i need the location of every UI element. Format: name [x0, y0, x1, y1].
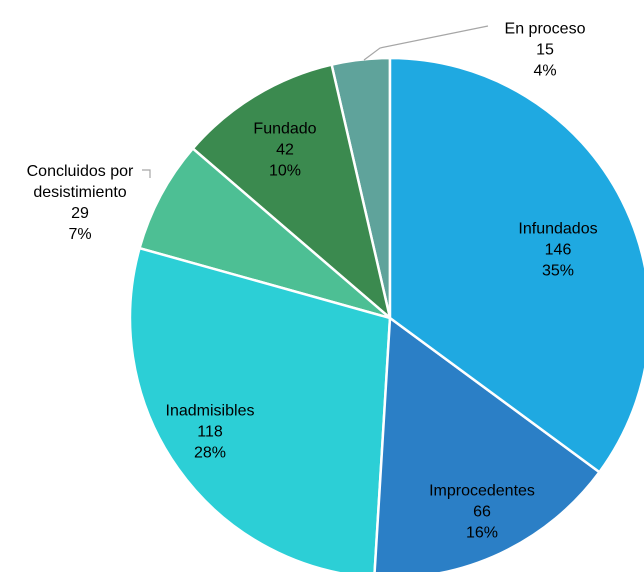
- slice-label: Improcedentes 66 16%: [429, 481, 535, 544]
- leader-line: [142, 169, 151, 178]
- label-percent: 16%: [465, 524, 499, 542]
- label-percent: 7%: [68, 226, 92, 243]
- label-percent: 28%: [193, 444, 227, 462]
- label-value: 15: [536, 41, 554, 59]
- label-value: 146: [544, 241, 572, 259]
- label-name: Concluidos por desistimiento: [26, 163, 134, 201]
- leader-line: [363, 25, 489, 61]
- pie-slice: [138, 146, 391, 320]
- pie-slice: [373, 315, 602, 572]
- slice-label: Fundado 42 10%: [253, 119, 316, 182]
- label-value: 42: [276, 141, 294, 159]
- label-name: Infundados: [518, 220, 598, 238]
- label-name: En proceso: [504, 20, 586, 38]
- pie-slice: [128, 246, 392, 572]
- pie-slice: [191, 63, 393, 322]
- label-name: Inadmisibles: [165, 402, 255, 420]
- pie-slice: [388, 56, 644, 474]
- label-value: 66: [473, 503, 491, 521]
- label-value: 118: [197, 423, 223, 441]
- label-percent: 4%: [533, 62, 557, 80]
- label-value: 29: [71, 205, 89, 222]
- label-percent: 35%: [541, 262, 575, 280]
- slice-label: Infundados 146 35%: [518, 219, 597, 282]
- slice-label: Inadmisibles 118 28%: [166, 401, 255, 464]
- label-percent: 10%: [268, 162, 302, 180]
- slice-label: En proceso 15 4%: [505, 19, 586, 82]
- slice-label: Concluidos por desistimiento 29 7%: [10, 161, 150, 245]
- label-name: Fundado: [253, 120, 317, 138]
- label-name: Improcedentes: [429, 482, 535, 500]
